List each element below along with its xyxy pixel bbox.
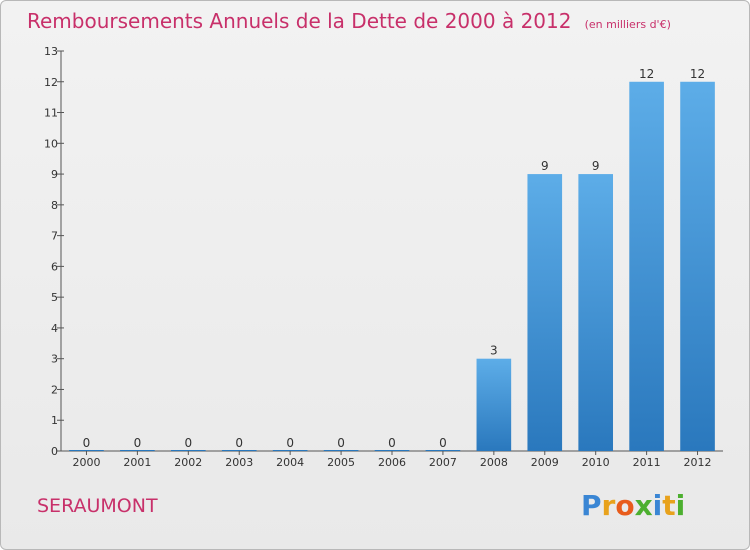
bar-value-label: 0 [184,436,192,450]
logo-letter: x [634,489,653,522]
y-tick-label: 1 [51,414,58,427]
logo-letter: o [615,489,635,522]
y-tick-label: 4 [51,322,58,335]
y-tick-label: 2 [51,383,58,396]
bar [272,450,308,451]
logo-letter: i [652,489,663,522]
bar-value-label: 0 [439,436,447,450]
x-tick-label: 2011 [633,456,661,469]
bar-value-label: 0 [83,436,91,450]
bar [578,174,614,452]
logo-letter: i [675,489,686,522]
y-tick-label: 3 [51,353,58,366]
bar [323,450,359,451]
y-tick-label: 0 [51,445,58,458]
bar-value-label: 12 [690,67,705,81]
bar [221,450,257,451]
y-tick-label: 9 [51,168,58,181]
bar-value-label: 0 [134,436,142,450]
bar [527,174,563,452]
logo-letter: r [601,489,616,522]
x-tick-label: 2008 [480,456,508,469]
bar [374,450,410,451]
x-tick-label: 2010 [582,456,610,469]
bar-value-label: 0 [337,436,345,450]
y-tick-label: 8 [51,199,58,212]
x-tick-label: 2002 [174,456,202,469]
y-tick-label: 11 [44,107,58,120]
y-tick-label: 13 [44,45,58,58]
bar [425,450,461,451]
x-tick-label: 2009 [531,456,559,469]
x-tick-label: 2004 [276,456,304,469]
x-tick-label: 2003 [225,456,253,469]
x-tick-label: 2012 [684,456,712,469]
y-tick-label: 10 [44,137,58,150]
bar [120,450,155,451]
bar-value-label: 0 [235,436,243,450]
y-tick-label: 12 [44,76,58,89]
unit-note: (en milliers d'€) [584,18,671,31]
x-tick-label: 2005 [327,456,355,469]
bar-value-label: 9 [592,159,600,173]
bar-value-label: 0 [286,436,294,450]
title-text: Remboursements Annuels de la Dette de 20… [27,9,572,33]
bar-value-label: 12 [639,67,654,81]
bar [69,450,104,451]
proxiti-logo: Proxiti [581,489,685,522]
bar [476,358,512,451]
commune-name: SERAUMONT [37,495,158,517]
bar-value-label: 3 [490,344,498,358]
x-tick-label: 2007 [429,456,457,469]
x-tick-label: 2006 [378,456,406,469]
logo-letter: P [581,489,602,522]
bar [680,81,715,452]
x-tick-label: 2000 [72,456,100,469]
bar [170,450,206,451]
bar-value-label: 9 [541,159,549,173]
chart-title: Remboursements Annuels de la Dette de 20… [27,9,671,33]
y-tick-label: 7 [51,230,58,243]
bar-value-label: 0 [388,436,396,450]
bar [629,81,664,452]
y-tick-label: 5 [51,291,58,304]
x-tick-label: 2001 [123,456,151,469]
y-tick-label: 6 [51,260,58,273]
logo-letter: t [662,489,676,522]
